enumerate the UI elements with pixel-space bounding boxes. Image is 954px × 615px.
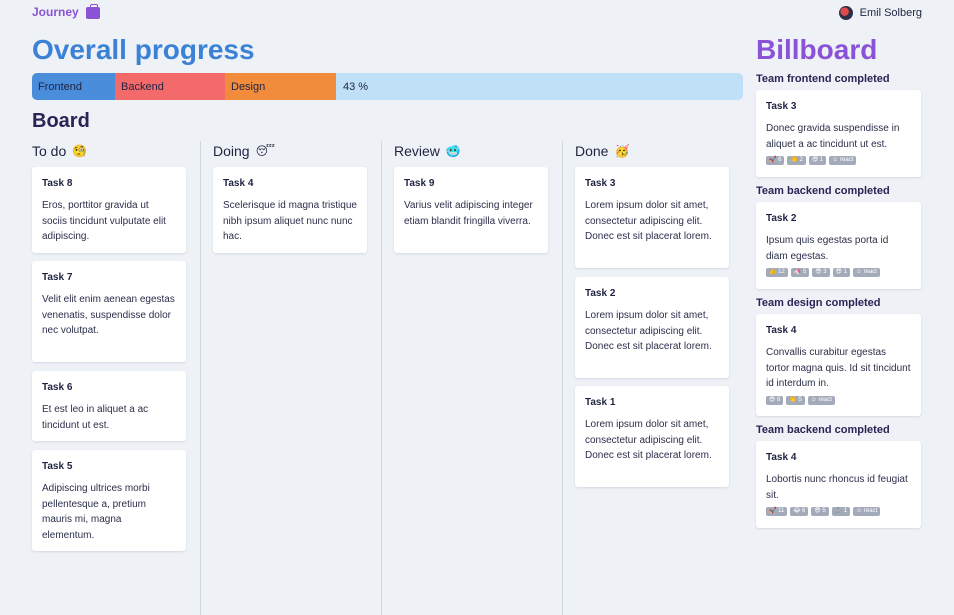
task-description: Lorem ipsum dolor sit amet, consectetur … — [585, 419, 712, 461]
cold-face-icon: 🥶 — [445, 144, 461, 158]
reaction-chip[interactable]: 😎 3 — [812, 268, 830, 277]
task-title: Task 4 — [223, 178, 254, 189]
user-menu[interactable]: Emil Solberg — [838, 6, 922, 20]
task-title: Task 2 — [766, 213, 797, 224]
user-name: Emil Solberg — [859, 7, 922, 19]
task-card[interactable]: Task 1 Lorem ipsum dolor sit amet, conse… — [575, 386, 729, 487]
brand-logo[interactable]: Journey — [32, 3, 100, 19]
task-card[interactable]: Task 3 Lorem ipsum dolor sit amet, conse… — [575, 167, 729, 268]
billboard-title: Billboard — [756, 34, 878, 65]
billboard-section-title: Team backend completed — [756, 424, 890, 436]
reaction-chip[interactable]: 🦾 1 — [831, 507, 851, 516]
task-title: Task 5 — [42, 461, 73, 472]
task-title: Task 6 — [42, 382, 73, 393]
column-doing: Doing 😴 — [213, 143, 368, 159]
task-title: Task 2 — [585, 288, 616, 299]
billboard-card[interactable]: Task 3 Donec gravida suspendisse in aliq… — [756, 90, 921, 177]
progress-segment-design: Design — [225, 73, 336, 100]
reaction-chip[interactable]: 👍 12 — [766, 268, 788, 277]
add-reaction-button[interactable]: ☺ react — [829, 156, 857, 165]
task-title: Task 8 — [42, 178, 73, 189]
billboard-card[interactable]: Task 2 Ipsum quis egestas porta id diam … — [756, 202, 921, 289]
avatar[interactable] — [838, 6, 853, 20]
column-divider — [562, 141, 563, 615]
reaction-list: 🚀 11 😂 6 😎 5 🦾 1 ☺ react — [766, 507, 911, 516]
add-reaction-button[interactable]: ☺ react — [807, 395, 835, 405]
task-description: Varius velit adipiscing integer etiam bl… — [404, 200, 533, 227]
column-todo: To do 🧐 — [32, 143, 187, 159]
add-reaction-button[interactable]: ☺ react — [852, 268, 880, 277]
column-title: Doing 😴 — [213, 143, 275, 159]
task-card[interactable]: Task 5 Adipiscing ultrices morbi pellent… — [32, 450, 186, 551]
task-title: Task 3 — [585, 178, 616, 189]
reaction-list: 👍 12 🦄 5 😎 3 😎 1 ☺ react — [766, 268, 911, 277]
reaction-list: 😎 8 👏 5 ☺ react — [766, 395, 911, 405]
monocle-face-icon: 🧐 — [72, 144, 88, 158]
reaction-chip[interactable]: 😎 1 — [808, 156, 827, 165]
progress-segment-frontend: Frontend — [32, 73, 115, 100]
reaction-chip[interactable]: 🚀 6 — [766, 156, 785, 165]
task-description: Velit elit enim aenean egestas venenatis… — [42, 294, 175, 336]
task-card[interactable]: Task 2 Lorem ipsum dolor sit amet, conse… — [575, 277, 729, 378]
board-title: Board — [32, 110, 90, 132]
task-title: Task 4 — [766, 452, 797, 463]
task-card[interactable]: Task 9 Varius velit adipiscing integer e… — [394, 167, 548, 253]
billboard-section-title: Team frontend completed — [756, 73, 890, 85]
task-card[interactable]: Task 6 Et est leo in aliquet a ac tincid… — [32, 371, 186, 441]
reaction-chip[interactable]: 🚀 11 — [766, 507, 788, 516]
add-reaction-button[interactable]: ☺ react — [853, 507, 881, 516]
reaction-list: 🚀 6 👏 2 😎 1 ☺ react — [766, 156, 911, 165]
task-card[interactable]: Task 7 Velit elit enim aenean egestas ve… — [32, 261, 186, 362]
reaction-chip[interactable]: 😎 8 — [766, 395, 784, 405]
billboard-card[interactable]: Task 4 Lobortis nunc rhoncus id feugiat … — [756, 441, 921, 528]
task-description: Ipsum quis egestas porta id diam egestas… — [766, 235, 889, 262]
billboard-section-title: Team design completed — [756, 297, 881, 309]
task-description: Convallis curabitur egestas tortor magna… — [766, 347, 911, 389]
task-card[interactable]: Task 8 Eros, porttitor gravida ut sociis… — [32, 167, 186, 253]
billboard-section-title: Team backend completed — [756, 185, 890, 197]
task-title: Task 9 — [404, 178, 435, 189]
task-description: Scelerisque id magna tristique nibh ipsu… — [223, 200, 357, 242]
briefcase-icon — [85, 3, 100, 19]
task-description: Donec gravida suspendisse in aliquet a a… — [766, 123, 900, 150]
column-done: Done 🥳 — [575, 143, 730, 159]
task-title: Task 1 — [585, 397, 616, 408]
task-description: Lorem ipsum dolor sit amet, consectetur … — [585, 310, 712, 352]
task-description: Lorem ipsum dolor sit amet, consectetur … — [585, 200, 712, 242]
task-description: Et est leo in aliquet a ac tincidunt ut … — [42, 404, 149, 431]
page-title: Overall progress — [32, 34, 255, 65]
task-title: Task 7 — [42, 272, 73, 283]
billboard-card[interactable]: Task 4 Convallis curabitur egestas torto… — [756, 314, 921, 416]
column-divider — [200, 141, 201, 615]
reaction-chip[interactable]: 😂 6 — [790, 507, 809, 516]
party-face-icon: 🥳 — [614, 144, 630, 158]
overall-progress-bar: Frontend Backend Design 43 % — [32, 73, 743, 100]
reaction-chip[interactable]: 😎 5 — [811, 507, 829, 516]
brand-name: Journey — [32, 5, 79, 19]
sleeping-face-icon: 😴 — [255, 144, 275, 158]
column-title: Review 🥶 — [394, 143, 461, 159]
reaction-chip[interactable]: 🦄 5 — [790, 268, 810, 277]
task-card[interactable]: Task 4 Scelerisque id magna tristique ni… — [213, 167, 367, 253]
column-review: Review 🥶 — [394, 143, 549, 159]
column-title: Done 🥳 — [575, 143, 630, 159]
progress-segment-backend: Backend — [115, 73, 225, 100]
task-title: Task 3 — [766, 101, 797, 112]
task-description: Lobortis nunc rhoncus id feugiat sit. — [766, 474, 908, 501]
task-title: Task 4 — [766, 325, 797, 336]
reaction-chip[interactable]: 😎 1 — [832, 268, 850, 277]
progress-percent: 43 % — [343, 80, 369, 93]
task-description: Adipiscing ultrices morbi pellentesque a… — [42, 483, 150, 541]
reaction-chip[interactable]: 👏 5 — [786, 395, 805, 405]
reaction-chip[interactable]: 👏 2 — [787, 156, 806, 165]
column-title: To do 🧐 — [32, 143, 88, 159]
column-divider — [381, 141, 382, 615]
task-description: Eros, porttitor gravida ut sociis tincid… — [42, 200, 166, 242]
